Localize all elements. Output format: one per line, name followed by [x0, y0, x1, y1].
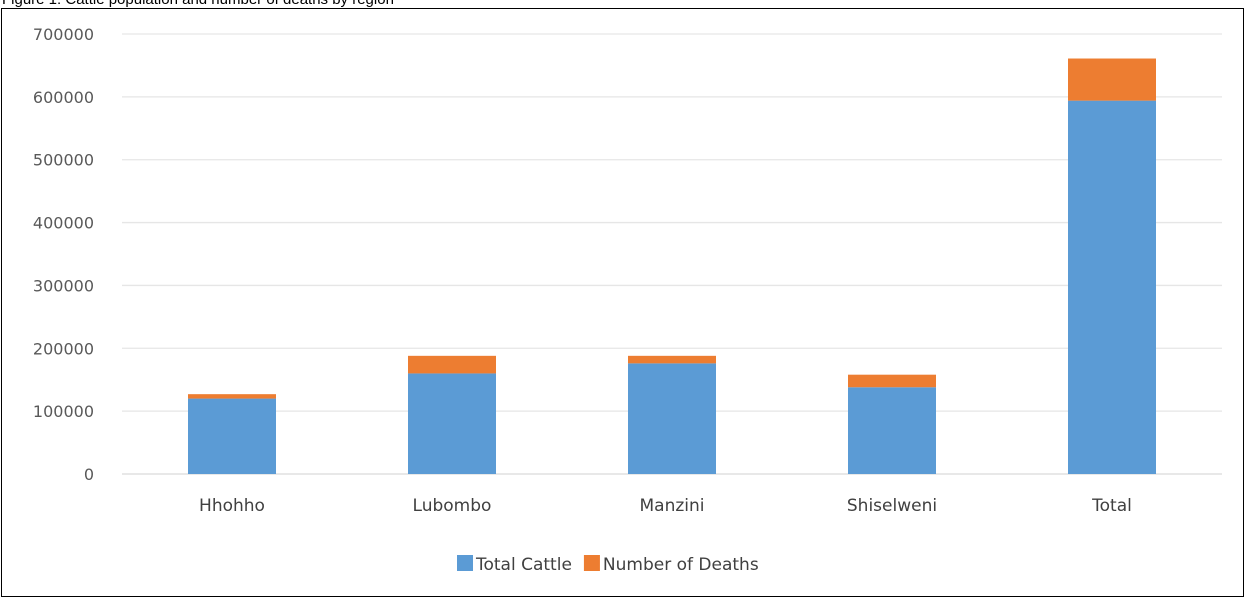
legend-label: Number of Deaths: [603, 555, 759, 575]
y-tick-label: 600000: [33, 88, 94, 107]
x-tick-label: Shiselweni: [847, 496, 937, 516]
x-tick-label: Lubombo: [413, 496, 492, 516]
y-tick-label: 500000: [33, 151, 94, 170]
bars: [188, 58, 1156, 474]
y-tick-label: 0: [84, 465, 94, 484]
chart-frame: [1, 8, 1244, 597]
legend-swatch: [457, 555, 473, 571]
bar-number-of-deaths: [408, 355, 496, 374]
y-tick-label: 700000: [33, 25, 94, 44]
y-tick-label: 100000: [33, 402, 94, 421]
legend: Total Cattle Number of Deaths: [457, 555, 759, 575]
bar-number-of-deaths: [848, 374, 936, 388]
figure-caption: Figure 1: Cattle population and number o…: [2, 0, 394, 8]
x-tick-label: Hhohho: [199, 496, 265, 516]
y-tick-label: 400000: [33, 214, 94, 233]
bar-total-cattle: [1068, 100, 1156, 474]
x-tick-label: Manzini: [639, 496, 704, 516]
bar-total-cattle: [408, 373, 496, 474]
y-tick-label: 200000: [33, 339, 94, 358]
y-axis-ticks: 0 100000 200000 300000 400000 500000 600000 700…: [33, 25, 94, 484]
bar-total-cattle: [848, 387, 936, 474]
y-tick-label: 300000: [33, 276, 94, 295]
bar-total-cattle: [628, 363, 716, 474]
bar-number-of-deaths: [1068, 58, 1156, 101]
bar-number-of-deaths: [628, 355, 716, 364]
legend-label: Total Cattle: [475, 555, 572, 575]
legend-swatch: [583, 555, 600, 571]
bar-total-cattle: [188, 398, 276, 474]
x-axis-ticks: Hhohho Lubombo Manzini Shiselweni Total: [199, 496, 1132, 516]
figure-caption-strip: Figure 1: Cattle population and number o…: [0, 0, 1247, 8]
bar-number-of-deaths: [188, 394, 276, 399]
x-tick-label: Total: [1091, 496, 1132, 516]
